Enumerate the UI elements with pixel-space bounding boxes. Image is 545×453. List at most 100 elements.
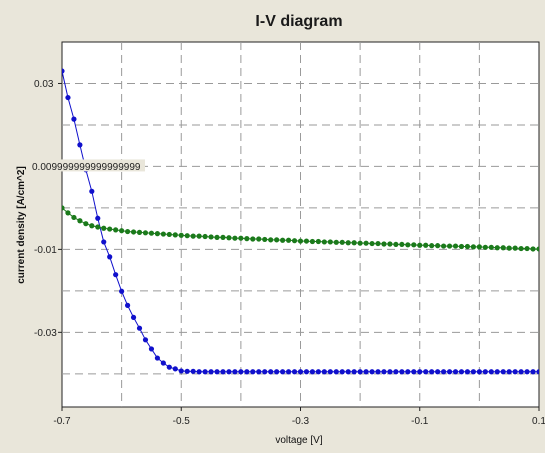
x-tick-label: -0.1 bbox=[411, 416, 429, 427]
y-axis-label: current density [A/cm^2] bbox=[16, 166, 27, 284]
data-point bbox=[327, 369, 333, 375]
data-point bbox=[214, 234, 220, 240]
data-point bbox=[381, 241, 387, 247]
tick-labels: -0.7 -0.5 -0.3 -0.1 0.1 0.03 0.009999999999999… bbox=[31, 79, 545, 427]
data-point bbox=[435, 369, 441, 375]
data-point bbox=[172, 232, 178, 238]
data-point bbox=[506, 369, 512, 375]
data-point bbox=[142, 337, 149, 343]
data-point bbox=[405, 369, 411, 375]
data-point bbox=[268, 369, 274, 375]
data-point bbox=[405, 242, 411, 248]
data-point bbox=[339, 369, 345, 375]
data-point bbox=[345, 369, 351, 375]
data-point bbox=[321, 369, 327, 375]
data-point bbox=[226, 369, 232, 375]
data-point bbox=[321, 239, 327, 245]
data-point bbox=[250, 369, 256, 375]
data-point bbox=[244, 236, 250, 242]
data-point bbox=[363, 369, 369, 375]
data-point bbox=[297, 238, 304, 244]
data-point bbox=[232, 235, 238, 241]
data-point bbox=[107, 226, 113, 232]
data-point bbox=[369, 369, 375, 375]
data-point bbox=[202, 369, 208, 375]
data-point bbox=[62, 205, 65, 211]
data-point bbox=[280, 369, 286, 375]
data-point bbox=[530, 246, 536, 252]
data-point bbox=[435, 243, 441, 249]
data-point bbox=[375, 240, 381, 247]
data-point bbox=[250, 236, 256, 242]
data-point bbox=[77, 142, 83, 148]
data-point bbox=[512, 369, 518, 375]
data-point bbox=[220, 234, 226, 240]
data-point bbox=[208, 234, 214, 240]
data-point bbox=[291, 369, 298, 375]
data-point bbox=[101, 225, 107, 231]
data-point bbox=[500, 369, 506, 375]
data-point bbox=[190, 368, 196, 374]
data-point bbox=[244, 369, 250, 375]
y-tick-label-bg bbox=[31, 159, 145, 172]
data-point bbox=[107, 254, 113, 260]
data-point bbox=[95, 224, 101, 230]
data-point bbox=[190, 233, 196, 239]
data-point bbox=[232, 369, 238, 375]
data-point bbox=[226, 235, 232, 241]
data-point bbox=[333, 369, 339, 375]
data-point bbox=[476, 244, 482, 250]
data-point bbox=[446, 369, 453, 375]
data-point bbox=[446, 243, 453, 249]
data-point bbox=[357, 369, 363, 375]
data-point bbox=[512, 245, 518, 251]
data-point bbox=[375, 369, 381, 375]
data-point bbox=[530, 369, 536, 375]
data-point bbox=[130, 229, 137, 235]
data-point bbox=[196, 233, 202, 239]
data-point bbox=[113, 272, 119, 278]
data-point bbox=[119, 288, 125, 294]
data-point bbox=[536, 246, 539, 252]
data-point bbox=[268, 237, 274, 243]
data-point bbox=[309, 369, 316, 375]
data-point bbox=[309, 238, 316, 245]
data-point bbox=[285, 369, 292, 375]
data-point bbox=[77, 218, 83, 224]
data-point bbox=[202, 233, 208, 240]
x-axis-label: voltage [V] bbox=[275, 435, 322, 446]
series-group bbox=[62, 68, 539, 375]
data-point bbox=[506, 245, 512, 251]
data-point bbox=[464, 243, 471, 250]
data-point bbox=[148, 230, 155, 236]
data-point bbox=[83, 221, 89, 227]
data-point bbox=[95, 215, 101, 221]
data-point bbox=[441, 369, 447, 375]
data-point bbox=[536, 369, 539, 375]
data-point bbox=[184, 233, 190, 239]
data-point bbox=[417, 369, 423, 375]
data-point bbox=[494, 245, 500, 251]
data-point bbox=[339, 239, 345, 245]
data-point bbox=[71, 116, 77, 122]
data-point bbox=[423, 242, 429, 248]
data-point bbox=[71, 214, 77, 221]
data-point bbox=[399, 241, 405, 248]
data-point bbox=[369, 240, 375, 247]
data-point bbox=[303, 369, 310, 375]
data-point bbox=[303, 238, 310, 244]
data-point bbox=[124, 228, 131, 235]
chart-title: I-V diagram bbox=[255, 13, 342, 30]
data-point bbox=[393, 369, 399, 375]
data-point bbox=[363, 240, 369, 246]
data-point bbox=[160, 231, 166, 237]
data-point bbox=[119, 228, 125, 234]
data-point bbox=[280, 237, 286, 243]
data-point bbox=[315, 369, 321, 375]
data-point bbox=[452, 369, 459, 375]
data-point bbox=[142, 230, 149, 236]
data-point bbox=[196, 369, 202, 375]
data-point bbox=[65, 94, 71, 101]
